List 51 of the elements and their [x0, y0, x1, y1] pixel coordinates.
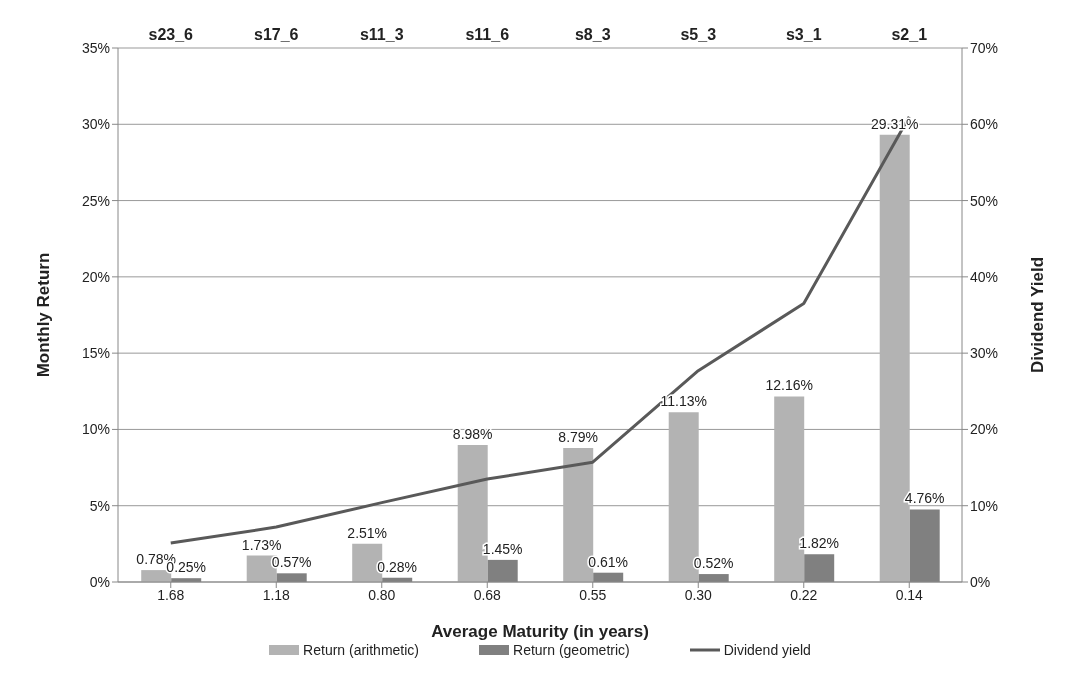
- y2-tick-label: 20%: [970, 421, 999, 438]
- text: s11_6: [465, 26, 510, 43]
- x-tick-label: 0.68: [473, 586, 502, 603]
- data-label: 11.13%: [660, 393, 707, 410]
- text: s17_6: [254, 26, 299, 43]
- data-label: 1.73%: [241, 536, 282, 553]
- x-tick-label: 0.30: [684, 586, 713, 603]
- data-label: 8.79%: [558, 428, 599, 445]
- data-label: 0.57%: [271, 554, 312, 571]
- y2-tick-label: 50%: [970, 192, 999, 209]
- data-label: 8.98%: [452, 425, 493, 442]
- data-label: 2.51%: [347, 524, 388, 541]
- data-label: 12.16%: [765, 377, 813, 394]
- y2-tick-label: 0%: [970, 573, 991, 590]
- text: s23_6: [148, 26, 194, 43]
- legend-label: Dividend yield: [723, 642, 811, 658]
- y2-tick-label: 70%: [970, 39, 999, 56]
- y-axis-title: Monthly Return: [34, 252, 54, 378]
- y-tick-label: 15%: [81, 345, 110, 362]
- text: s3_1: [785, 26, 822, 43]
- text: s11_3: [359, 26, 404, 43]
- x-axis-title: Average Maturity (in years): [431, 622, 649, 641]
- y-tick-label: 30%: [81, 116, 110, 133]
- text: s2_1: [891, 26, 928, 43]
- legend-label: Return (arithmetic): [303, 642, 420, 658]
- y2-tick-label: 60%: [970, 116, 999, 133]
- x-tick-label: 0.55: [579, 586, 607, 603]
- y2-tick-label: 40%: [970, 268, 999, 285]
- x-tick-label: 0.22: [790, 586, 818, 603]
- text: s8_3: [574, 26, 611, 43]
- legend-label: Return (geometric): [513, 642, 630, 658]
- y-tick-label: 35%: [81, 39, 110, 56]
- y2-tick-label: 30%: [970, 345, 999, 362]
- y-tick-label: 5%: [89, 497, 110, 514]
- data-label: 1.45%: [482, 540, 523, 557]
- y2-axis-title: Dividend Yield: [1028, 256, 1048, 374]
- y-tick-label: 0%: [89, 573, 110, 590]
- y2-tick-label: 10%: [970, 497, 999, 514]
- data-label: 4.76%: [904, 490, 945, 507]
- x-tick-label: 0.80: [368, 586, 396, 603]
- x-tick-label: 1.68: [157, 586, 185, 603]
- data-label: 1.82%: [799, 535, 840, 552]
- text: s5_3: [680, 26, 717, 43]
- y-tick-label: 10%: [81, 421, 110, 438]
- x-tick-label: 1.18: [262, 586, 291, 603]
- y-tick-label: 25%: [81, 192, 110, 209]
- x-tick-label: 0.14: [895, 586, 924, 603]
- data-label: 0.28%: [377, 558, 418, 575]
- y-tick-label: 20%: [81, 268, 110, 285]
- data-label: 0.52%: [693, 555, 734, 572]
- data-label: 0.61%: [588, 553, 629, 570]
